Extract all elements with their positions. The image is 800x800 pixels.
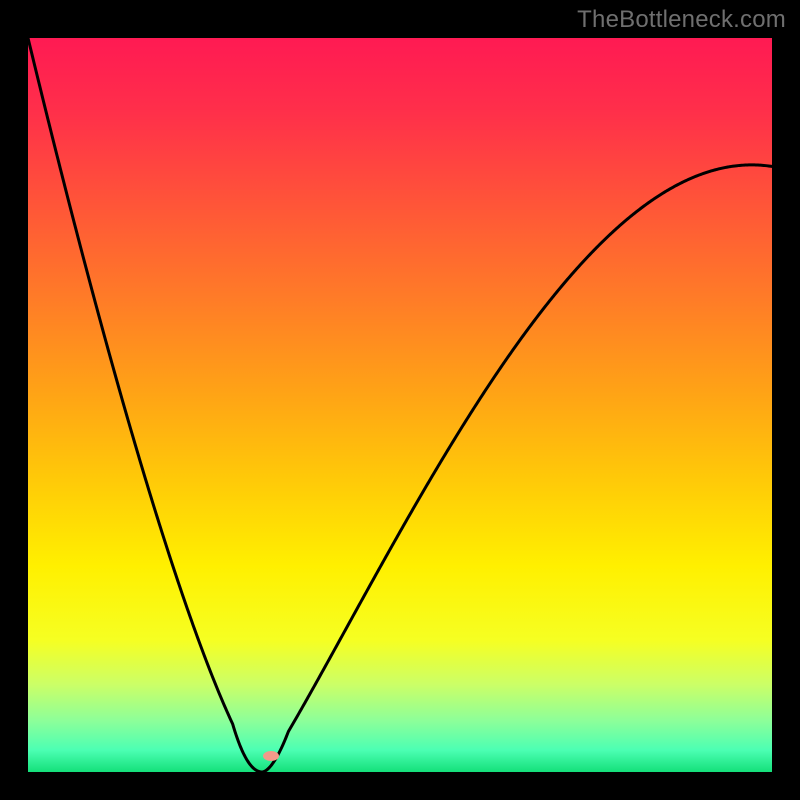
watermark-text: TheBottleneck.com (577, 6, 786, 34)
gradient-background (28, 38, 772, 772)
bottleneck-curve-plot (28, 38, 772, 772)
figure-frame: TheBottleneck.com (0, 0, 800, 800)
optimum-marker-icon (263, 751, 279, 761)
plot-area (28, 38, 772, 772)
